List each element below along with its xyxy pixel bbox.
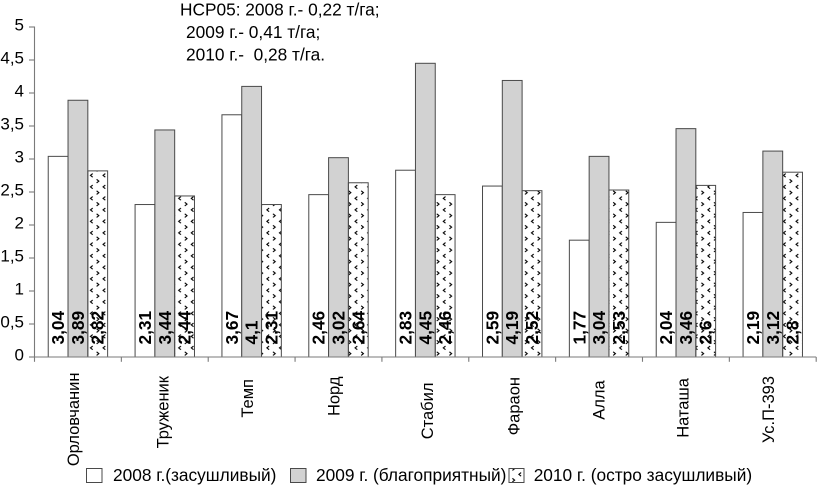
svg-text:Ус.П-393: Ус.П-393: [760, 376, 778, 443]
svg-text:2010 г. (остро засушливый): 2010 г. (остро засушливый): [534, 465, 752, 485]
svg-text:2: 2: [15, 213, 24, 232]
svg-text:2,52: 2,52: [522, 311, 542, 345]
svg-text:Алла: Алла: [590, 379, 608, 419]
svg-text:1,5: 1,5: [0, 246, 24, 265]
svg-text:2,64: 2,64: [348, 310, 368, 344]
svg-text:5: 5: [15, 15, 24, 34]
svg-text:2,31: 2,31: [135, 310, 155, 344]
svg-text:2,82: 2,82: [88, 311, 108, 345]
svg-text:Норд: Норд: [325, 376, 343, 416]
svg-text:1,77: 1,77: [569, 311, 589, 345]
svg-text:2,44: 2,44: [175, 310, 195, 344]
svg-text:2,46: 2,46: [309, 311, 329, 345]
svg-text:4: 4: [15, 81, 24, 100]
svg-text:2,31: 2,31: [261, 310, 281, 344]
svg-text:2,04: 2,04: [656, 310, 676, 344]
svg-text:2,53: 2,53: [609, 311, 629, 345]
svg-text:3,04: 3,04: [48, 310, 68, 344]
svg-text:2009 г. (благоприятный): 2009 г. (благоприятный): [316, 465, 506, 485]
svg-text:2,83: 2,83: [396, 311, 416, 345]
svg-text:2,19: 2,19: [743, 311, 763, 345]
svg-text:3,44: 3,44: [155, 310, 175, 344]
svg-text:4,45: 4,45: [415, 310, 435, 344]
svg-text:4,1: 4,1: [242, 320, 262, 344]
svg-text:2,8: 2,8: [783, 320, 803, 344]
svg-text:2,59: 2,59: [482, 311, 502, 345]
svg-text:4,19: 4,19: [502, 311, 522, 345]
svg-text:2,5: 2,5: [0, 180, 24, 199]
svg-text:3,04: 3,04: [589, 310, 609, 344]
svg-text:НСР05: 2008 г.- 0,22 т/га;: НСР05: 2008 г.- 0,22 т/га;: [180, 0, 380, 20]
svg-text:Фараон: Фараон: [506, 377, 524, 435]
svg-text:3: 3: [15, 147, 24, 166]
svg-text:2,46: 2,46: [435, 311, 455, 345]
svg-text:Темп: Темп: [239, 379, 257, 418]
svg-text:0: 0: [15, 345, 24, 364]
svg-text:3,02: 3,02: [328, 311, 348, 345]
svg-text:2008 г.(засушливый): 2008 г.(засушливый): [113, 465, 276, 485]
svg-text:Наташа: Наташа: [675, 377, 693, 438]
svg-text:Орловчанин: Орловчанин: [65, 373, 83, 467]
svg-text:2009 г.- 0,41 т/га;: 2009 г.- 0,41 т/га;: [186, 22, 320, 42]
svg-text:2010 г.- 0,28 т/га.: 2010 г.- 0,28 т/га.: [186, 45, 325, 65]
svg-text:3,67: 3,67: [222, 311, 242, 345]
svg-text:Труженик: Труженик: [155, 375, 173, 448]
svg-text:Стабил: Стабил: [419, 383, 437, 440]
svg-text:0,5: 0,5: [0, 312, 24, 331]
svg-text:3,46: 3,46: [676, 311, 696, 345]
svg-text:1: 1: [15, 279, 24, 298]
svg-text:3,12: 3,12: [763, 311, 783, 345]
svg-text:3,5: 3,5: [0, 114, 24, 133]
svg-text:4,5: 4,5: [0, 48, 24, 67]
svg-text:2,6: 2,6: [696, 320, 716, 344]
svg-text:3,89: 3,89: [68, 311, 88, 345]
